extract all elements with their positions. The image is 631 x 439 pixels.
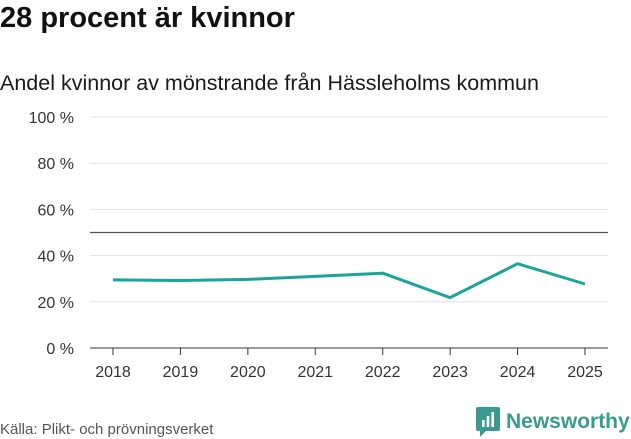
gridlines bbox=[90, 116, 608, 349]
x-tick-label: 2023 bbox=[432, 364, 468, 381]
x-tick-label: 2021 bbox=[297, 364, 333, 381]
x-tick-label: 2018 bbox=[95, 364, 131, 381]
y-tick-label: 40 % bbox=[38, 249, 74, 266]
y-axis: 0 % 20 % 40 % 60 % 80 % 100 % bbox=[29, 110, 74, 358]
x-tick-label: 2019 bbox=[163, 364, 199, 381]
y-tick-label: 60 % bbox=[38, 202, 74, 219]
x-tick-label: 2025 bbox=[567, 364, 603, 381]
series-line bbox=[112, 262, 586, 300]
x-tick-label: 2024 bbox=[500, 364, 536, 381]
chart-title: 28 procent är kvinnor bbox=[0, 2, 295, 34]
y-tick-label: 0 % bbox=[46, 341, 74, 358]
series-group bbox=[112, 262, 586, 300]
y-tick-label: 20 % bbox=[38, 295, 74, 312]
newsworthy-logo-icon bbox=[476, 407, 500, 437]
brand: Newsworthy bbox=[476, 407, 630, 437]
y-tick-label: 100 % bbox=[29, 110, 74, 127]
x-axis: 2018 2019 2020 2021 2022 2023 2024 2025 bbox=[95, 348, 603, 381]
x-tick-label: 2022 bbox=[365, 364, 401, 381]
line-chart: 0 % 20 % 40 % 60 % 80 % 100 % 2018 2019 2020 202… bbox=[29, 110, 608, 381]
brand-name: Newsworthy bbox=[506, 410, 630, 433]
y-tick-label: 80 % bbox=[38, 156, 74, 173]
source-note: Källa: Plikt- och prövningsverket bbox=[0, 421, 214, 438]
chart-subtitle: Andel kvinnor av mönstrande från Hässleh… bbox=[0, 71, 539, 95]
x-tick-label: 2020 bbox=[230, 364, 266, 381]
